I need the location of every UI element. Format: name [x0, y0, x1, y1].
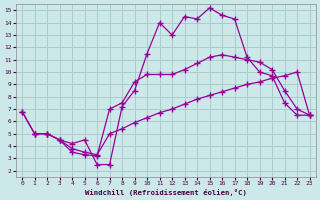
- X-axis label: Windchill (Refroidissement éolien,°C): Windchill (Refroidissement éolien,°C): [85, 189, 247, 196]
